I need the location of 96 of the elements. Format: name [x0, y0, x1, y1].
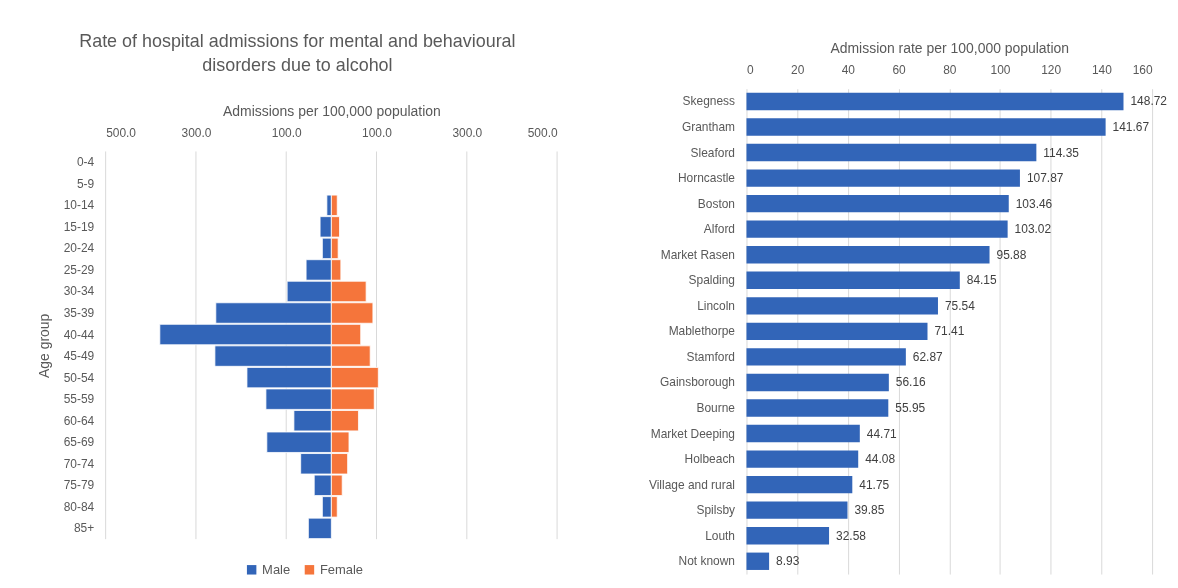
x-tick-label: 80: [943, 63, 957, 78]
y-tick-label: 85+: [73, 521, 95, 536]
bar: [746, 424, 860, 443]
x-tick-label: 20: [791, 63, 805, 78]
bar: [746, 92, 1124, 111]
y-tick-label: Gainsborough: [660, 375, 735, 390]
bar: [746, 297, 938, 315]
data-label: 56.16: [895, 375, 927, 390]
y-tick-label: Horncastle: [677, 171, 736, 186]
x-tick-label: 300.0: [181, 126, 212, 141]
y-tick-label: 5-9: [76, 176, 95, 191]
y-tick-label: 40-44: [63, 327, 95, 342]
y-tick-label: 75-79: [63, 478, 95, 493]
bar: [746, 143, 1037, 162]
data-label: 148.72: [1130, 94, 1168, 109]
y-tick-label: Spalding: [688, 273, 735, 288]
y-tick-label: Lincoln: [697, 298, 735, 313]
x-tick-label: 100.0: [362, 126, 393, 141]
x-tick-label: 500.0: [106, 126, 137, 141]
y-tick-label: Spilsby: [696, 503, 736, 518]
bar: [746, 322, 928, 341]
y-tick-label: Stamford: [686, 349, 735, 364]
x-tick-label: 160: [1132, 63, 1153, 78]
y-tick-label: 10-14: [63, 198, 95, 213]
y-tick-label: 20-24: [63, 241, 95, 256]
data-label: 103.46: [1015, 196, 1053, 211]
bar: [746, 118, 1106, 136]
x-tick-label: 60: [892, 63, 907, 78]
bar: [746, 475, 853, 494]
y-tick-label: 50-54: [63, 370, 95, 385]
x-tick-label: 500.0: [527, 126, 558, 141]
y-axis-title: Age group: [35, 313, 52, 378]
data-label: 44.08: [865, 452, 896, 467]
y-tick-label: Bourne: [696, 400, 736, 415]
data-label: 44.71: [866, 426, 898, 441]
data-label: 41.75: [859, 477, 890, 492]
x-tick-label: 140: [1091, 63, 1113, 78]
y-tick-label: Not known: [678, 554, 735, 569]
data-label: 103.02: [1014, 222, 1052, 237]
y-tick-label: 60-64: [63, 413, 95, 428]
y-tick-label: Sleaford: [690, 145, 735, 160]
y-tick-label: 0-4: [76, 155, 95, 170]
x-tick-label: 100: [990, 63, 1011, 78]
legend-label: Female: [319, 561, 364, 577]
bar: [746, 552, 770, 570]
x-tick-label: 300.0: [452, 126, 483, 141]
bar: [746, 348, 906, 366]
y-tick-label: Boston: [697, 196, 735, 211]
y-tick-label: 30-34: [63, 284, 95, 299]
chart-title: Rate of hospital admissions for mental and behavioural disorders due to alcohol: [79, 30, 516, 75]
y-tick-label: 70-74: [63, 456, 95, 471]
y-tick-label: 55-59: [63, 392, 95, 407]
y-tick-label: 45-49: [63, 349, 95, 364]
data-label: 71.41: [934, 324, 965, 339]
y-tick-label: 65-69: [63, 435, 95, 450]
bar: [746, 399, 889, 417]
data-label: 141.67: [1112, 119, 1150, 134]
data-label: 39.85: [854, 503, 885, 518]
bar: [746, 373, 889, 392]
bar: [746, 501, 848, 519]
y-tick-label: 15-19: [63, 219, 95, 234]
y-tick-label: 80-84: [63, 499, 95, 514]
y-tick-label: Louth: [705, 528, 735, 543]
y-tick-label: Mablethorpe: [668, 324, 736, 339]
data-label: 32.58: [836, 528, 867, 543]
data-label: 62.87: [912, 349, 944, 364]
y-tick-label: Grantham: [681, 119, 736, 134]
bar: [746, 220, 1008, 238]
x-tick-label: 100.0: [271, 126, 303, 141]
bar: [746, 194, 1009, 213]
x-tick-label: 40: [841, 63, 856, 78]
y-tick-label: 35-39: [63, 306, 95, 320]
data-label: 95.88: [996, 247, 1027, 262]
data-label: 107.87: [1026, 171, 1064, 186]
bar: [746, 169, 1020, 187]
x-tick-label: 120: [1041, 63, 1062, 78]
data-label: 114.35: [1043, 145, 1080, 160]
y-tick-label: Holbeach: [684, 452, 735, 467]
x-axis-title: Admission rate per 100,000 population: [830, 40, 1070, 57]
data-label: 8.93: [776, 554, 800, 569]
bar: [746, 527, 830, 545]
data-label: 55.95: [895, 400, 926, 415]
legend-label: Male: [262, 561, 291, 577]
bar: [746, 246, 990, 264]
bar: [746, 450, 859, 468]
y-tick-label: 25-29: [63, 262, 95, 277]
y-tick-label: Village and rural: [648, 477, 735, 492]
y-tick-label: Skegness: [682, 94, 736, 109]
y-tick-label: Market Deeping: [650, 426, 735, 441]
y-tick-label: Market Rasen: [660, 247, 735, 262]
bar: [746, 271, 960, 289]
x-tick-label: 0: [746, 63, 754, 78]
x-axis-title: Admissions per 100,000 population: [223, 103, 441, 120]
data-label: 84.15: [966, 273, 998, 288]
y-tick-label: Alford: [703, 222, 735, 237]
data-label: 75.54: [944, 298, 976, 313]
